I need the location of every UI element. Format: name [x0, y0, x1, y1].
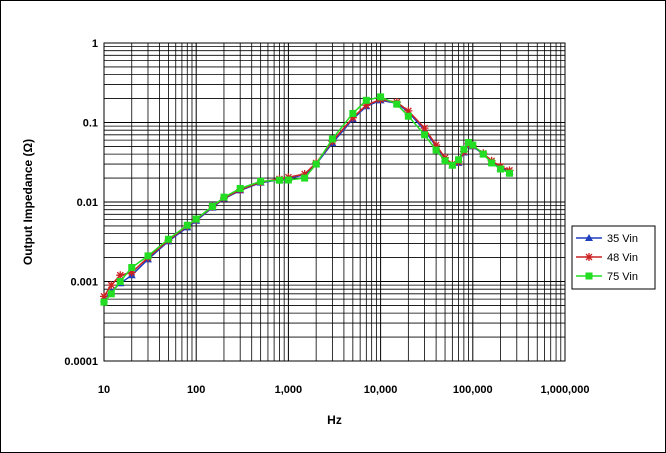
legend-label: 48 Vin: [607, 252, 638, 264]
series-3: [100, 93, 513, 306]
data-point: [349, 109, 357, 117]
data-point: [455, 156, 463, 164]
x-tick-label: 1,000,000: [541, 384, 590, 396]
data-point: [469, 141, 477, 149]
data-point: [100, 298, 108, 306]
data-point: [128, 264, 136, 272]
data-point: [404, 112, 412, 120]
data-point: [116, 271, 125, 280]
data-point: [275, 176, 283, 184]
legend-marker: [585, 253, 593, 261]
data-point: [164, 235, 172, 243]
data-point: [284, 176, 292, 184]
data-point: [362, 96, 370, 104]
data-point: [441, 157, 449, 165]
data-point: [100, 292, 108, 301]
data-point: [208, 202, 216, 210]
data-point: [236, 184, 244, 192]
data-point: [116, 278, 124, 285]
data-point: [127, 268, 136, 277]
data-point: [301, 174, 309, 182]
data-point: [420, 124, 429, 133]
y-tick-label: 0.001: [70, 277, 98, 289]
x-tick-label: 10: [98, 384, 110, 396]
data-point: [505, 169, 513, 177]
data-point: [107, 281, 116, 290]
x-axis-label: Hz: [327, 413, 342, 427]
data-point: [328, 135, 336, 143]
y-tick-label: 0.0001: [64, 356, 98, 368]
data-point: [300, 170, 309, 179]
y-tick-label: 0.01: [77, 197, 98, 209]
series-1: [100, 96, 514, 303]
data-point: [404, 106, 413, 115]
data-point: [312, 160, 320, 168]
legend: 35 Vin 48 Vin 75 Vin: [571, 225, 656, 290]
data-point: [220, 193, 228, 201]
data-point: [144, 252, 152, 260]
plot-area: [103, 42, 566, 362]
data-point: [479, 150, 487, 158]
legend-label: 75 Vin: [607, 271, 638, 283]
data-point: [448, 161, 456, 169]
data-point: [192, 215, 200, 223]
legend-marker: [585, 272, 593, 280]
tick-labels: 10 100 1,000 10,000 100,000 1,000,000 1 0.1 0.01…: [64, 38, 589, 396]
data-point: [377, 93, 385, 101]
data-point: [348, 113, 357, 122]
data-point: [460, 145, 468, 153]
data-point: [432, 146, 440, 154]
grid-lines: [103, 43, 565, 362]
data-point: [362, 101, 371, 110]
data-point: [465, 139, 473, 147]
x-tick-label: 1,000: [275, 384, 303, 396]
data-point: [432, 141, 441, 150]
data-point: [421, 131, 429, 139]
legend-marker: [585, 234, 593, 241]
y-tick-label: 0.1: [83, 118, 98, 130]
data-point: [257, 177, 265, 185]
data-point: [393, 100, 401, 108]
series-line: [103, 96, 510, 303]
data-point: [183, 221, 191, 229]
x-tick-label: 10,000: [364, 384, 398, 396]
data-point: [497, 165, 505, 173]
legend-label: 35 Vin: [607, 233, 638, 245]
y-tick-label: 1: [92, 38, 98, 50]
x-tick-label: 100,000: [453, 384, 493, 396]
x-tick-label: 100: [187, 384, 205, 396]
data-point: [488, 159, 496, 167]
series-line: [103, 98, 510, 297]
data-point: [107, 290, 115, 298]
y-axis-label: Output Impedance (Ω): [21, 139, 35, 265]
series-layer: [100, 93, 514, 306]
